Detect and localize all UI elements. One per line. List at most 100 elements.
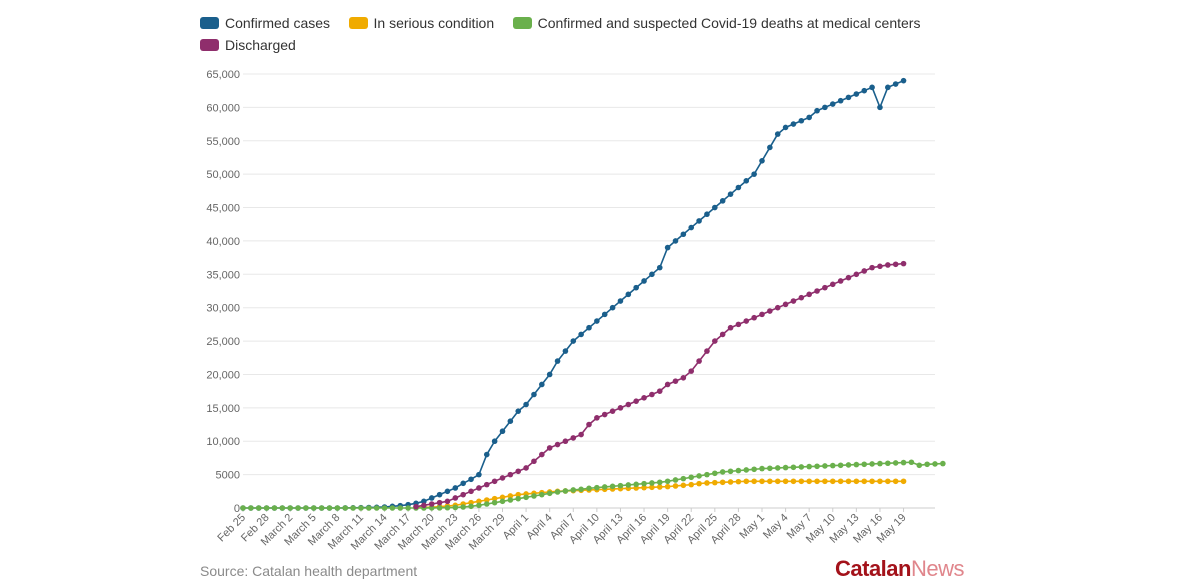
- data-point-2-25: [436, 505, 443, 511]
- data-point-2-0: [240, 505, 246, 511]
- y-tick-label-20000: 20,000: [206, 369, 240, 381]
- data-point-3-6: [460, 491, 466, 498]
- data-point-3-61: [892, 261, 899, 268]
- data-point-3-24: [601, 411, 608, 418]
- data-point-0-24: [428, 495, 435, 501]
- data-point-1-45: [767, 478, 773, 485]
- data-point-0-65: [751, 171, 757, 177]
- data-point-3-38: [712, 338, 718, 344]
- series-line-3: [415, 262, 904, 508]
- data-point-0-45: [594, 318, 600, 324]
- chart-legend: Confirmed cases In serious condition Con…: [200, 12, 960, 56]
- data-point-3-18: [554, 441, 561, 448]
- data-point-3-45: [767, 308, 773, 314]
- data-point-1-35: [688, 481, 695, 488]
- data-point-3-59: [877, 263, 883, 270]
- data-point-3-54: [837, 278, 844, 284]
- data-point-0-29: [468, 476, 474, 483]
- data-point-0-31: [483, 451, 490, 458]
- data-point-2-43: [578, 486, 584, 493]
- data-point-1-49: [798, 478, 805, 485]
- data-point-3-12: [507, 471, 514, 478]
- data-point-2-62: [727, 468, 734, 475]
- data-point-0-53: [656, 264, 663, 271]
- data-point-0-26: [444, 488, 451, 495]
- data-point-1-10: [491, 495, 498, 502]
- data-point-0-27: [452, 485, 459, 491]
- data-point-2-9: [310, 505, 317, 511]
- data-point-0-82: [885, 84, 891, 91]
- data-point-0-38: [539, 381, 545, 388]
- data-point-2-70: [790, 464, 797, 471]
- data-point-3-17: [546, 445, 553, 451]
- data-point-2-15: [358, 505, 364, 511]
- data-point-2-57: [688, 474, 695, 481]
- y-tick-label-15000: 15,000: [206, 403, 240, 415]
- legend-item-confirmed-cases[interactable]: Confirmed cases: [200, 12, 330, 34]
- data-point-2-18: [381, 505, 388, 511]
- data-point-2-19: [389, 505, 396, 511]
- legend-item-discharged[interactable]: Discharged: [200, 34, 296, 56]
- data-point-2-17: [373, 505, 380, 511]
- data-point-3-35: [688, 368, 695, 374]
- legend-item-deaths[interactable]: Confirmed and suspected Covid-19 deaths …: [512, 12, 920, 34]
- data-point-2-21: [405, 505, 411, 511]
- data-point-2-33: [499, 498, 506, 505]
- data-point-2-26: [444, 504, 451, 511]
- data-point-1-33: [672, 483, 679, 489]
- legend-swatch-confirmed: [200, 17, 219, 29]
- data-point-3-27: [625, 401, 632, 408]
- data-point-2-20: [397, 505, 404, 511]
- x-tick-label-36: April 1: [501, 512, 532, 543]
- data-point-3-10: [491, 478, 498, 485]
- data-point-0-46: [601, 311, 608, 318]
- y-tick-label-65000: 65,000: [206, 69, 240, 81]
- data-point-3-47: [782, 301, 789, 308]
- data-point-0-75: [829, 101, 836, 107]
- data-point-2-65: [751, 466, 757, 473]
- data-point-2-74: [822, 463, 828, 469]
- brand-logo: CatalanNews: [835, 556, 965, 582]
- legend-item-serious-condition[interactable]: In serious condition: [348, 12, 494, 34]
- data-point-3-30: [649, 391, 655, 398]
- data-point-3-44: [759, 311, 765, 318]
- data-point-2-76: [837, 462, 844, 469]
- data-point-2-59: [704, 471, 710, 478]
- data-point-1-62: [900, 478, 907, 485]
- data-point-3-46: [774, 304, 781, 311]
- data-point-2-12: [334, 505, 341, 511]
- data-point-2-5: [279, 505, 286, 511]
- y-tick-label-10000: 10,000: [206, 436, 240, 448]
- y-tick-label-30000: 30,000: [206, 303, 240, 315]
- data-point-0-40: [554, 358, 561, 364]
- data-point-1-8: [476, 498, 482, 505]
- data-point-3-13: [515, 468, 522, 475]
- data-point-3-5: [452, 495, 459, 501]
- data-point-2-84: [900, 459, 907, 466]
- data-point-2-52: [649, 480, 655, 486]
- data-point-2-1: [248, 505, 254, 511]
- data-point-3-51: [814, 288, 820, 294]
- data-point-2-29: [468, 503, 474, 510]
- data-point-2-14: [350, 505, 356, 511]
- data-point-2-3: [263, 505, 270, 511]
- data-point-2-47: [609, 483, 616, 490]
- data-point-3-20: [570, 435, 577, 441]
- data-point-2-8: [303, 505, 309, 511]
- data-point-2-38: [539, 491, 545, 498]
- data-point-2-37: [531, 493, 537, 499]
- data-point-2-60: [712, 470, 718, 477]
- data-point-3-14: [523, 465, 529, 471]
- data-point-0-77: [845, 94, 852, 101]
- data-point-0-32: [491, 438, 498, 445]
- data-point-3-34: [680, 375, 687, 381]
- data-point-3-4: [444, 498, 451, 505]
- data-point-2-50: [633, 481, 639, 488]
- data-point-1-11: [499, 494, 506, 501]
- data-point-0-52: [649, 271, 655, 278]
- data-point-2-55: [672, 477, 679, 483]
- data-point-2-68: [774, 465, 781, 471]
- data-point-3-39: [719, 331, 726, 338]
- data-point-0-42: [570, 338, 577, 344]
